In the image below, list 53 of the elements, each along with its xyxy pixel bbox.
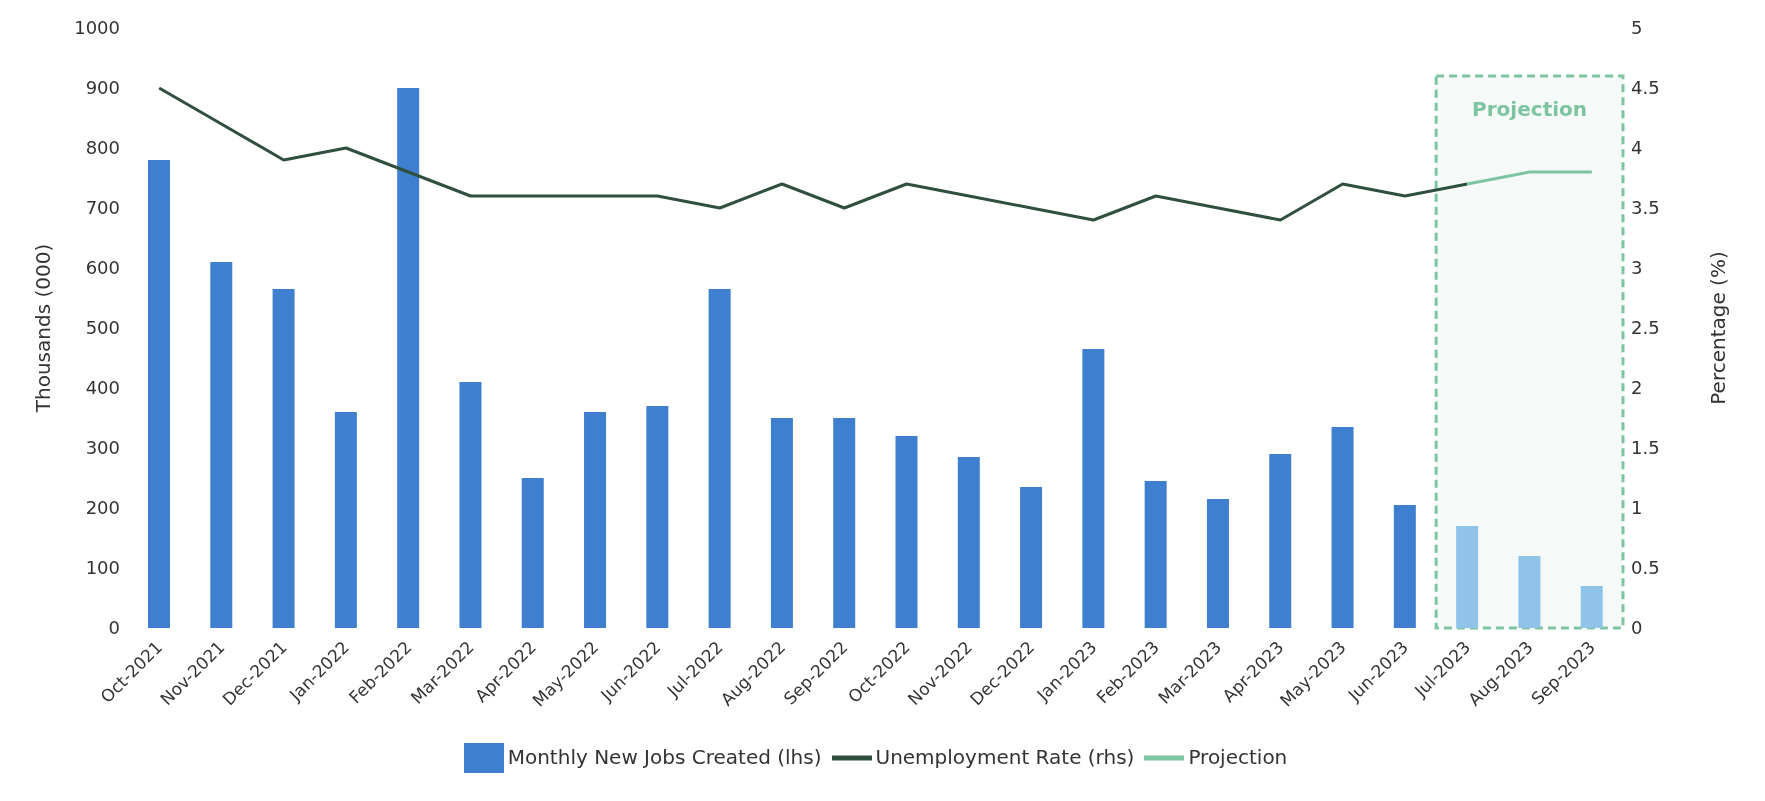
bar	[1144, 481, 1167, 628]
bar	[895, 436, 918, 628]
y-tick-label: 600	[85, 257, 120, 279]
y2-tick-label: 4	[1631, 137, 1643, 159]
y-axis-title: Thousands (000)	[31, 243, 56, 414]
y-tick-label: 700	[85, 197, 120, 219]
bar	[1331, 427, 1354, 628]
y-tick-label: 100	[85, 557, 120, 579]
y-tick-label: 500	[85, 317, 120, 339]
y-tick-label: 200	[85, 497, 120, 519]
bar	[770, 418, 793, 628]
y2-tick-label: 0	[1631, 617, 1643, 639]
bar	[1393, 505, 1416, 628]
bar	[833, 418, 856, 628]
bar	[521, 478, 544, 628]
bar	[1580, 586, 1603, 628]
bar	[148, 160, 170, 628]
y2-tick-label: 2	[1631, 377, 1643, 399]
y2-tick-label: 3	[1631, 257, 1643, 279]
y-tick-label: 900	[85, 77, 120, 99]
y2-axis-title: Percentage (%)	[1706, 251, 1731, 405]
y2-tick-label: 1.5	[1631, 437, 1660, 459]
line-series	[157, 86, 1469, 222]
y-tick-label: 0	[108, 617, 120, 639]
y-tick-label: 1000	[74, 17, 120, 39]
bar	[708, 289, 731, 628]
bar	[1206, 499, 1229, 628]
y-tick-label: 400	[85, 377, 120, 399]
legend-label: Monthly New Jobs Created (lhs)	[507, 744, 822, 769]
y2-tick-label: 4.5	[1631, 77, 1660, 99]
y2-tick-label: 2.5	[1631, 317, 1660, 339]
legend-label: Projection	[1188, 744, 1288, 769]
bar	[334, 412, 357, 628]
bar	[272, 289, 295, 628]
bar	[1518, 556, 1541, 628]
y2-tick-label: 0.5	[1631, 557, 1660, 579]
bar	[584, 412, 607, 628]
bar	[646, 406, 669, 628]
y2-tick-label: 1	[1631, 497, 1643, 519]
bar	[1020, 487, 1043, 628]
bar	[397, 88, 420, 628]
bar	[459, 382, 482, 628]
band-label: Projection	[1472, 97, 1588, 121]
bar	[1082, 349, 1105, 628]
y2-tick-label: 3.5	[1631, 197, 1660, 219]
bar	[210, 262, 233, 628]
legend-label: Unemployment Rate (rhs)	[875, 744, 1135, 769]
y-tick-label: 300	[85, 437, 120, 459]
y2-tick-label: 5	[1631, 17, 1643, 39]
bar	[1269, 454, 1292, 628]
bar	[1456, 526, 1479, 628]
bar	[957, 457, 980, 628]
y-tick-label: 800	[85, 137, 120, 159]
